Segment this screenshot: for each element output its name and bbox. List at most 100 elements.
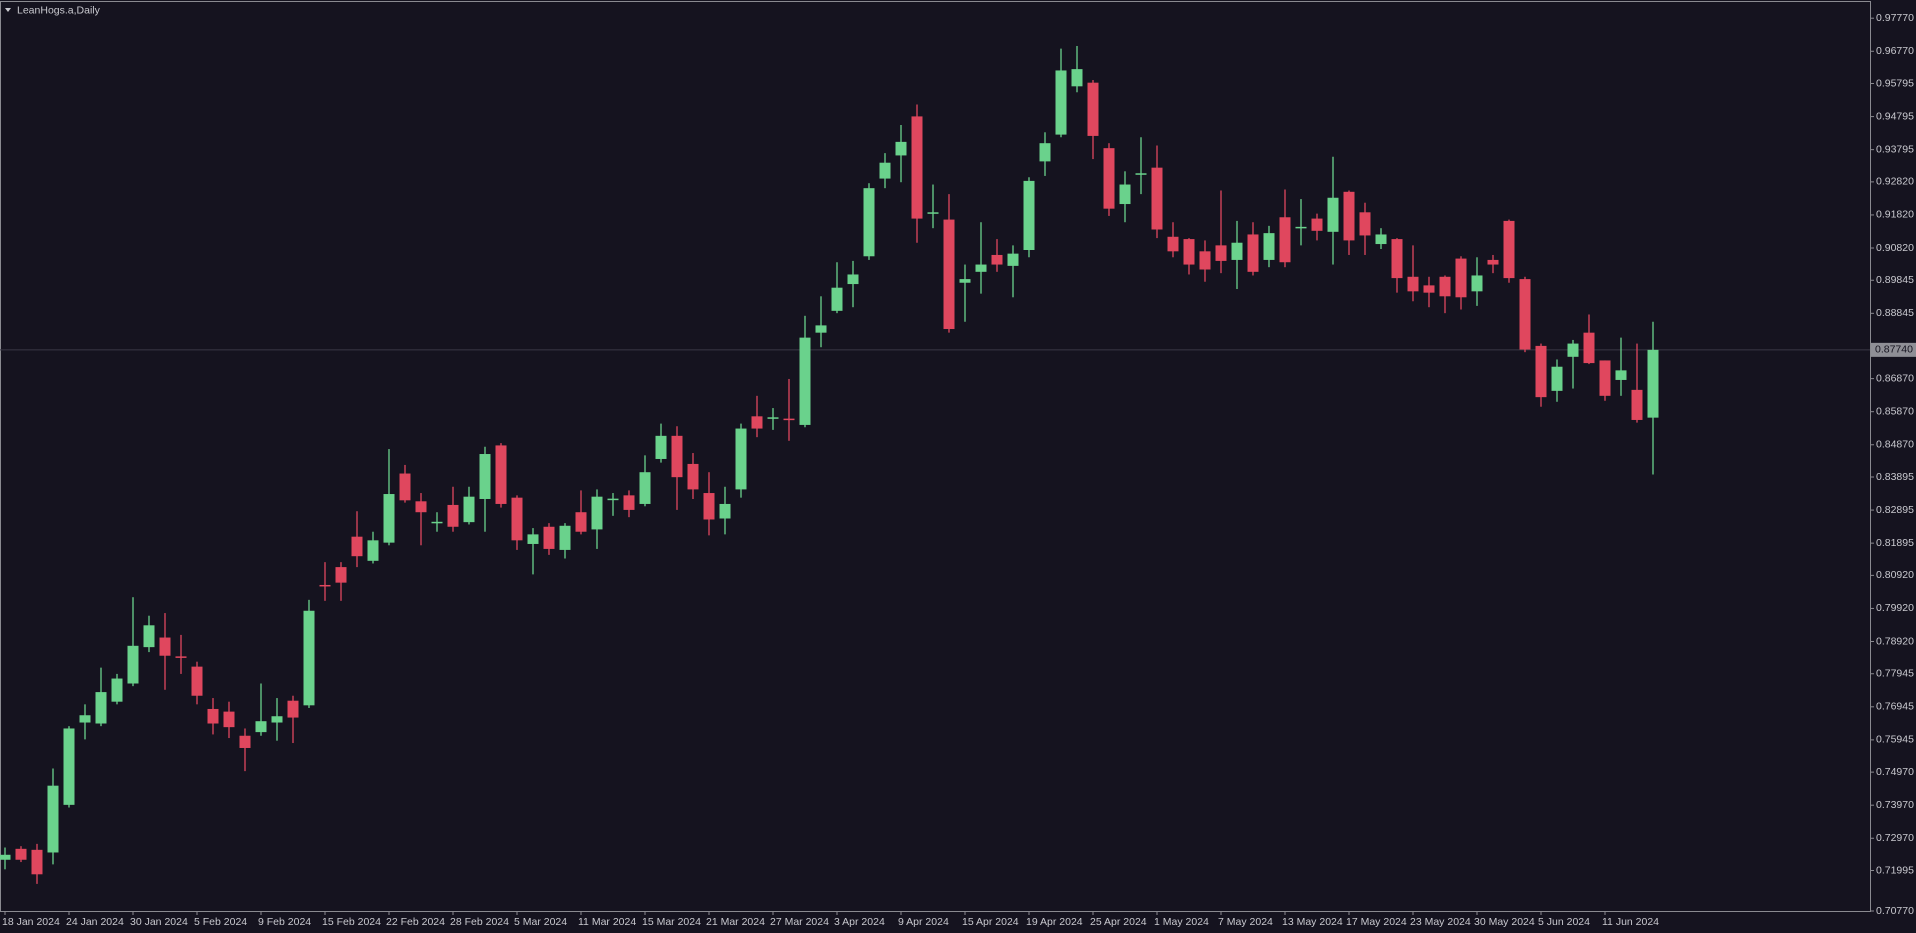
candle-body — [0, 854, 11, 860]
candle-body — [975, 264, 987, 272]
candle-body — [1519, 279, 1531, 350]
candle-body — [207, 708, 219, 724]
candle-body — [559, 525, 571, 550]
candle-body — [159, 637, 171, 656]
candle-body — [415, 501, 427, 513]
y-tick-label: 0.79920 — [1876, 602, 1914, 614]
y-tick-label: 0.77945 — [1876, 668, 1914, 680]
candle-body — [991, 254, 1003, 265]
y-tick-label: 0.72970 — [1876, 832, 1914, 844]
candle-body — [255, 721, 267, 733]
candle-body — [1615, 370, 1627, 380]
y-tick-label: 0.95795 — [1876, 77, 1914, 89]
candle-body — [1375, 234, 1387, 245]
y-tick-label: 0.73970 — [1876, 799, 1914, 811]
candle-body — [1423, 285, 1435, 293]
y-tick-label: 0.92820 — [1876, 176, 1914, 188]
candle-body — [1407, 276, 1419, 292]
candle-body — [399, 473, 411, 501]
candle-body — [1551, 366, 1563, 391]
x-tick-label: 21 Mar 2024 — [706, 916, 765, 928]
candle-body — [1535, 345, 1547, 398]
plot-frame — [0, 1, 1871, 912]
candle-body — [319, 584, 331, 587]
candle-body — [831, 287, 843, 311]
x-tick-label: 15 Mar 2024 — [642, 916, 701, 928]
candle-body — [1455, 258, 1467, 298]
y-tick-label: 0.82895 — [1876, 504, 1914, 516]
candle-body — [271, 716, 283, 723]
x-tick-label: 5 Feb 2024 — [194, 916, 247, 928]
candle-body — [1135, 173, 1147, 175]
candle-body — [1359, 212, 1371, 236]
candle-body — [79, 715, 91, 723]
candle-body — [1279, 217, 1291, 263]
candle-body — [1167, 236, 1179, 252]
candle-body — [879, 162, 891, 179]
candle-body — [815, 325, 827, 333]
candle-body — [287, 700, 299, 718]
candle-body — [15, 848, 27, 860]
candle-body — [863, 188, 875, 257]
candle-body — [1343, 191, 1355, 241]
chart-title: LeanHogs.a,Daily — [17, 4, 101, 16]
y-tick-label: 0.89845 — [1876, 274, 1914, 286]
candle-body — [239, 735, 251, 748]
candle-body — [47, 785, 59, 853]
x-tick-label: 24 Jan 2024 — [66, 916, 124, 928]
x-tick-label: 17 May 2024 — [1346, 916, 1407, 928]
candle-body — [927, 212, 939, 214]
collapse-arrow[interactable] — [5, 8, 11, 12]
candle-body — [751, 416, 763, 429]
candle-body — [1327, 197, 1339, 232]
y-tick-label: 0.78920 — [1876, 635, 1914, 647]
candle-body — [479, 454, 491, 499]
y-tick-label: 0.76945 — [1876, 701, 1914, 713]
x-tick-label: 30 Jan 2024 — [130, 916, 188, 928]
current-price-label: 0.87740 — [1875, 344, 1913, 356]
y-tick-label: 0.80920 — [1876, 569, 1914, 581]
candle-body — [1039, 143, 1051, 162]
y-tick-label: 0.86870 — [1876, 372, 1914, 384]
y-tick-label: 0.93795 — [1876, 143, 1914, 155]
y-tick-label: 0.85870 — [1876, 405, 1914, 417]
candle-body — [1183, 239, 1195, 265]
y-tick-label: 0.91820 — [1876, 209, 1914, 221]
candle-body — [527, 534, 539, 544]
candle-body — [367, 540, 379, 561]
x-tick-label: 15 Feb 2024 — [322, 916, 381, 928]
candle-body — [1503, 220, 1515, 279]
candle-body — [1119, 184, 1131, 205]
candle-body — [623, 495, 635, 510]
candle-body — [575, 512, 587, 532]
candle-body — [1391, 239, 1403, 279]
candle-body — [639, 472, 651, 504]
x-tick-label: 5 Jun 2024 — [1538, 916, 1590, 928]
candle-body — [799, 337, 811, 425]
candle-body — [1023, 180, 1035, 250]
candle-body — [1311, 218, 1323, 231]
candle-body — [175, 656, 187, 658]
candle-body — [127, 645, 139, 684]
candle-body — [95, 692, 107, 724]
x-tick-label: 13 May 2024 — [1282, 916, 1343, 928]
x-tick-label: 15 Apr 2024 — [962, 916, 1019, 928]
candle-body — [1087, 82, 1099, 136]
x-tick-label: 30 May 2024 — [1474, 916, 1535, 928]
candle-body — [911, 116, 923, 219]
candle-body — [1263, 233, 1275, 260]
x-tick-label: 9 Feb 2024 — [258, 916, 311, 928]
candle-body — [1567, 343, 1579, 357]
candle-body — [607, 498, 619, 501]
candle-body — [1199, 251, 1211, 270]
y-tick-label: 0.94795 — [1876, 110, 1914, 122]
candle-body — [511, 497, 523, 541]
candle-body — [1647, 349, 1659, 418]
candle-body — [1103, 148, 1115, 209]
x-tick-label: 23 May 2024 — [1410, 916, 1471, 928]
y-tick-label: 0.74970 — [1876, 766, 1914, 778]
candle-body — [31, 849, 43, 875]
candle-body — [1151, 167, 1163, 230]
candle-body — [303, 610, 315, 706]
